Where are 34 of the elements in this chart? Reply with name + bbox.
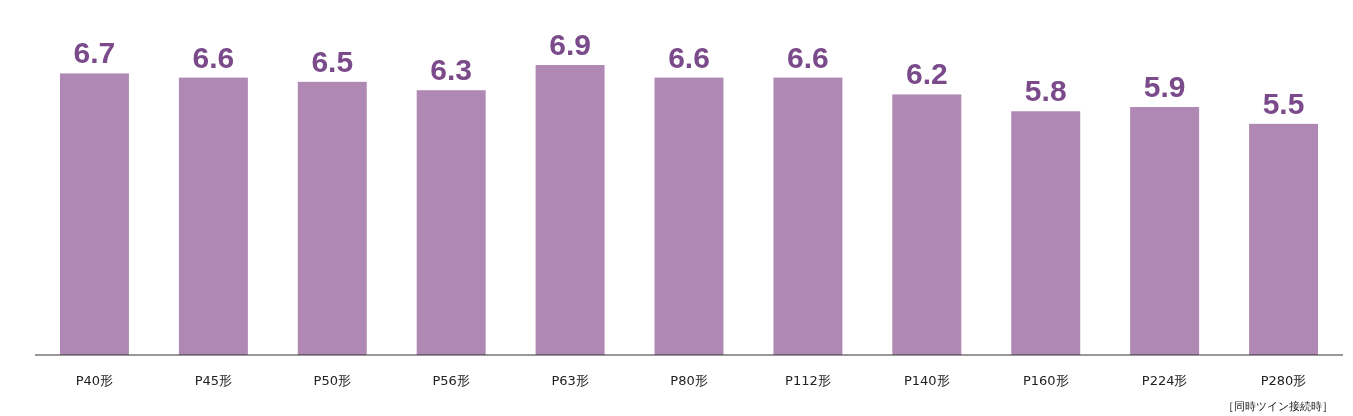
data-label: 6.5 [311, 44, 354, 78]
bar [773, 77, 843, 355]
bar [1011, 111, 1081, 355]
bar [654, 77, 724, 355]
data-label: 6.2 [905, 57, 948, 91]
data-label: 5.8 [1024, 74, 1067, 108]
bar [892, 94, 962, 355]
bar [178, 77, 248, 355]
bar [1249, 123, 1319, 355]
x-tick-label: P112形 [785, 373, 831, 388]
x-tick-label: P140形 [903, 373, 950, 388]
data-label: 6.3 [430, 53, 473, 87]
x-tick-label: P50形 [313, 373, 351, 388]
data-label: 5.5 [1262, 86, 1305, 120]
bar [297, 81, 367, 355]
data-label: 6.6 [668, 40, 710, 74]
bar [416, 90, 486, 355]
bar [59, 73, 129, 355]
bar [1130, 107, 1200, 355]
x-tick-label: P63形 [551, 373, 589, 388]
data-label: 6.9 [549, 28, 591, 61]
data-label: 6.6 [787, 40, 829, 74]
text: ［同時ツイン接続時］ [1223, 400, 1333, 413]
x-tick-label: P160形 [1022, 373, 1069, 388]
data-label: 6.7 [73, 36, 116, 70]
x-tick-label: P280形 [1260, 373, 1307, 388]
x-tick-label: P45形 [194, 373, 233, 388]
x-tick-label: P40形 [75, 373, 114, 388]
x-tick-label: P224形 [1141, 373, 1188, 388]
x-tick-label: P56形 [432, 373, 470, 388]
data-label: 6.6 [192, 40, 235, 74]
bar [535, 65, 605, 355]
x-tick-label: P80形 [670, 373, 708, 388]
data-label: 5.9 [1143, 70, 1186, 104]
